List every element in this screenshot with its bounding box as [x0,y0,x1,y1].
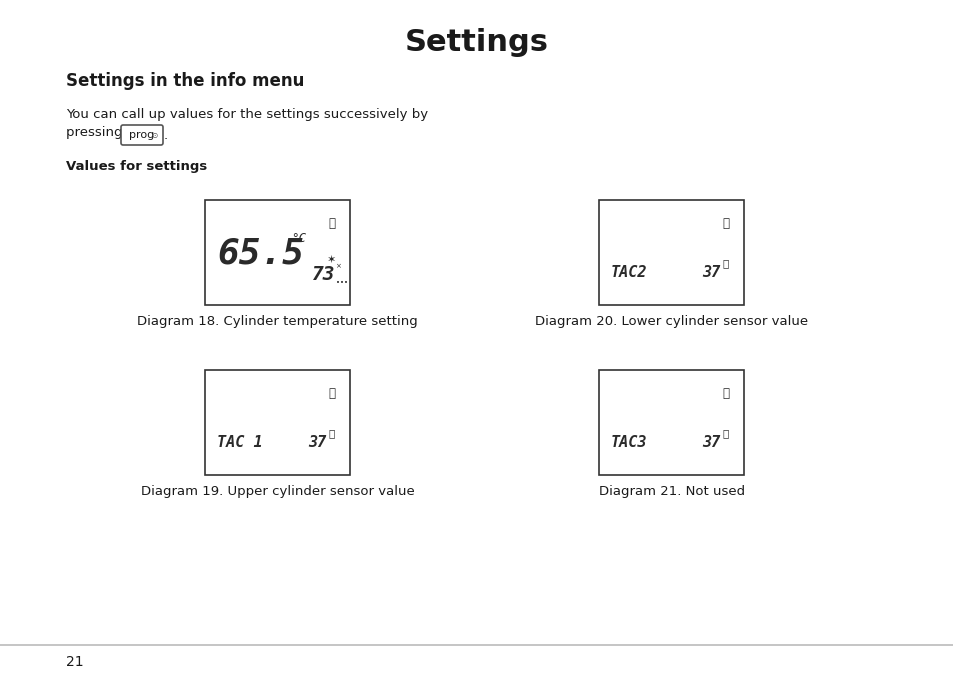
Text: •••: ••• [335,280,348,286]
Text: ✶: ✶ [327,254,336,264]
Text: ×: × [335,263,340,269]
Text: °C: °C [291,232,306,244]
Text: Settings in the info menu: Settings in the info menu [66,72,304,90]
Text: TAC2: TAC2 [611,265,647,280]
FancyBboxPatch shape [121,125,163,145]
Bar [598,200,743,305]
Text: 21: 21 [66,655,84,669]
Bar [205,370,350,475]
Text: ℃: ℃ [328,428,334,437]
Text: ℃: ℃ [721,258,727,268]
Text: 37: 37 [308,435,326,450]
Text: Diagram 19. Upper cylinder sensor value: Diagram 19. Upper cylinder sensor value [141,485,414,498]
Text: ⓘ: ⓘ [328,217,335,229]
Text: pressing: pressing [66,126,127,139]
Text: You can call up values for the settings successively by: You can call up values for the settings … [66,108,428,121]
Text: ⓘ: ⓘ [328,387,335,400]
Text: ⊙: ⊙ [152,131,158,139]
Text: 73: 73 [312,265,335,284]
Text: TAC 1: TAC 1 [217,435,262,450]
Text: ⓘ: ⓘ [721,387,729,400]
Text: Diagram 18. Cylinder temperature setting: Diagram 18. Cylinder temperature setting [137,315,417,328]
Text: Values for settings: Values for settings [66,160,207,173]
Text: ⓘ: ⓘ [721,217,729,229]
Text: 37: 37 [701,435,720,450]
Text: prog: prog [130,131,154,141]
Text: 37: 37 [701,265,720,280]
Text: Settings: Settings [405,28,548,57]
Text: TAC3: TAC3 [611,435,647,450]
Text: Diagram 20. Lower cylinder sensor value: Diagram 20. Lower cylinder sensor value [535,315,807,328]
Bar [205,200,350,305]
Bar [598,370,743,475]
Text: 65.5: 65.5 [217,237,304,271]
Text: ℃: ℃ [721,428,727,437]
Text: Diagram 21. Not used: Diagram 21. Not used [598,485,744,498]
Text: .: . [164,129,168,142]
